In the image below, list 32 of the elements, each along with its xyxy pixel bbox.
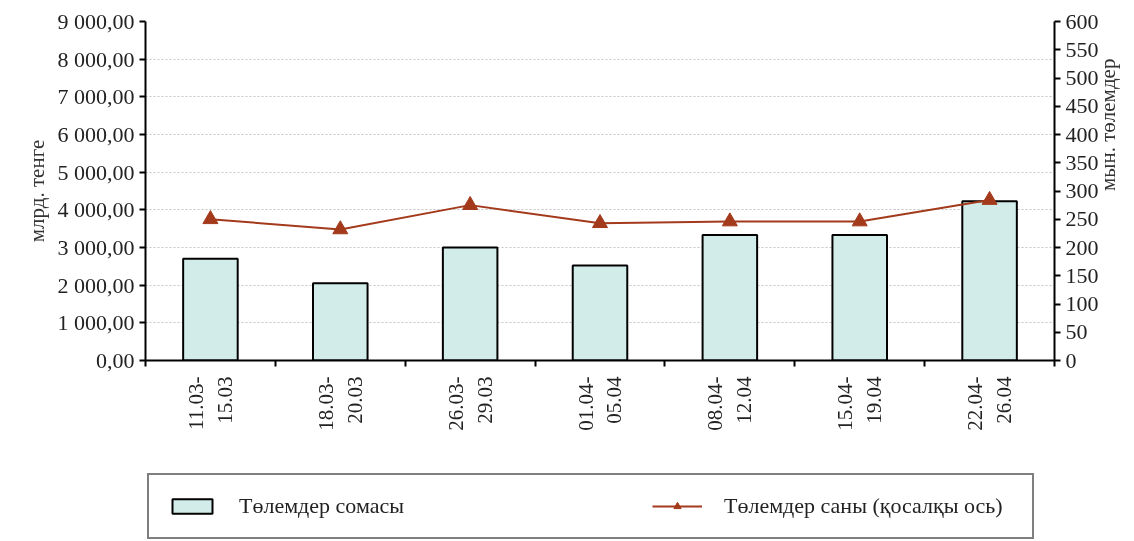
y2-tick-label: 350 <box>1065 149 1099 175</box>
y2-tick-label: 50 <box>1065 319 1088 345</box>
y2-tick-label: 100 <box>1065 291 1099 316</box>
y-tick-label: 2 000,00 <box>57 272 135 298</box>
y2-tick-label: 500 <box>1065 65 1099 90</box>
y-axis-title: млрд. тенге <box>24 139 49 243</box>
x-tick-label: 01.04-05.04 <box>573 376 627 431</box>
x-tick-label: 08.04-12.04 <box>703 376 757 431</box>
y2-tick-label: 450 <box>1065 93 1099 119</box>
y-tick-label: 1 000,00 <box>57 310 135 336</box>
x-tick-label: 15.04-19.04 <box>833 376 887 431</box>
y-tick-label: 0,00 <box>96 348 135 373</box>
y2-tick-label: 400 <box>1065 121 1099 147</box>
legend-label: Төлемдер саны (қосалқы ось) <box>724 493 1004 519</box>
y-tick-label: 5 000,00 <box>57 159 135 185</box>
y2-tick-label: 550 <box>1065 36 1099 62</box>
y-tick-label: 7 000,00 <box>57 84 135 110</box>
y2-tick-label: 150 <box>1065 262 1099 288</box>
y-tick-label: 3 000,00 <box>57 235 135 260</box>
y2-tick-label: 200 <box>1065 234 1099 260</box>
y-tick-label: 6 000,00 <box>57 122 135 147</box>
x-tick-label: 18.03-20.03 <box>313 376 367 431</box>
legend-label: Төлемдер сомасы <box>239 493 405 519</box>
y2-tick-label: 0 <box>1065 347 1077 373</box>
x-tick-label: 22.04-26.04 <box>963 376 1016 431</box>
y-tick-label: 9 000,00 <box>57 9 135 34</box>
y2-tick-label: 250 <box>1065 206 1099 232</box>
y2-tick-label: 600 <box>1065 8 1099 34</box>
y-tick-label: 8 000,00 <box>57 46 135 72</box>
y-tick-label: 4 000,00 <box>57 197 135 223</box>
x-tick-label: 26.03-29.03 <box>443 376 497 431</box>
x-tick-label: 11.03-15.03 <box>184 376 237 430</box>
